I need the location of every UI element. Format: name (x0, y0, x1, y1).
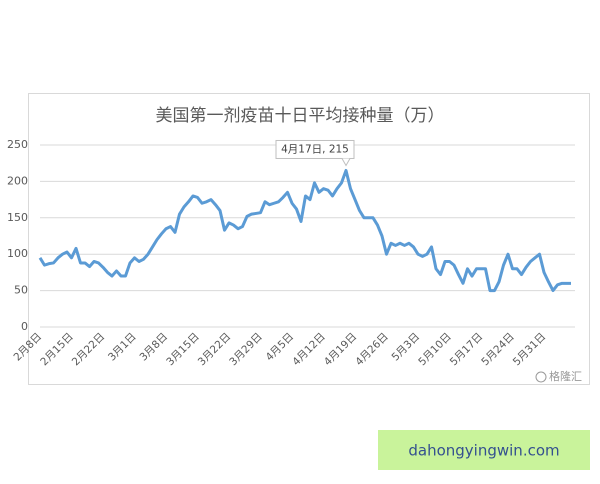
watermark: 格隆汇 (535, 369, 582, 383)
y-tick-label: 0 (21, 320, 28, 333)
watermark-text: 格隆汇 (549, 369, 582, 383)
y-tick-label: 150 (7, 211, 28, 224)
watermark-icon (535, 371, 547, 383)
annotation-pointer (341, 158, 351, 167)
annotation-text: 4月17日, 215 (281, 143, 349, 155)
y-tick-label: 50 (14, 284, 28, 297)
annotation: 4月17日, 215 (275, 139, 355, 167)
chart-title: 美国第一剂疫苗十日平均接种量（万） (156, 106, 445, 126)
y-tick-label: 250 (7, 138, 28, 151)
line-series (38, 168, 571, 293)
footer-text: dahongyingwin.com (408, 442, 559, 460)
y-tick-label: 200 (7, 174, 28, 187)
y-tick-label: 100 (7, 247, 28, 260)
footer-box (378, 430, 590, 470)
annotation-box (275, 139, 355, 159)
